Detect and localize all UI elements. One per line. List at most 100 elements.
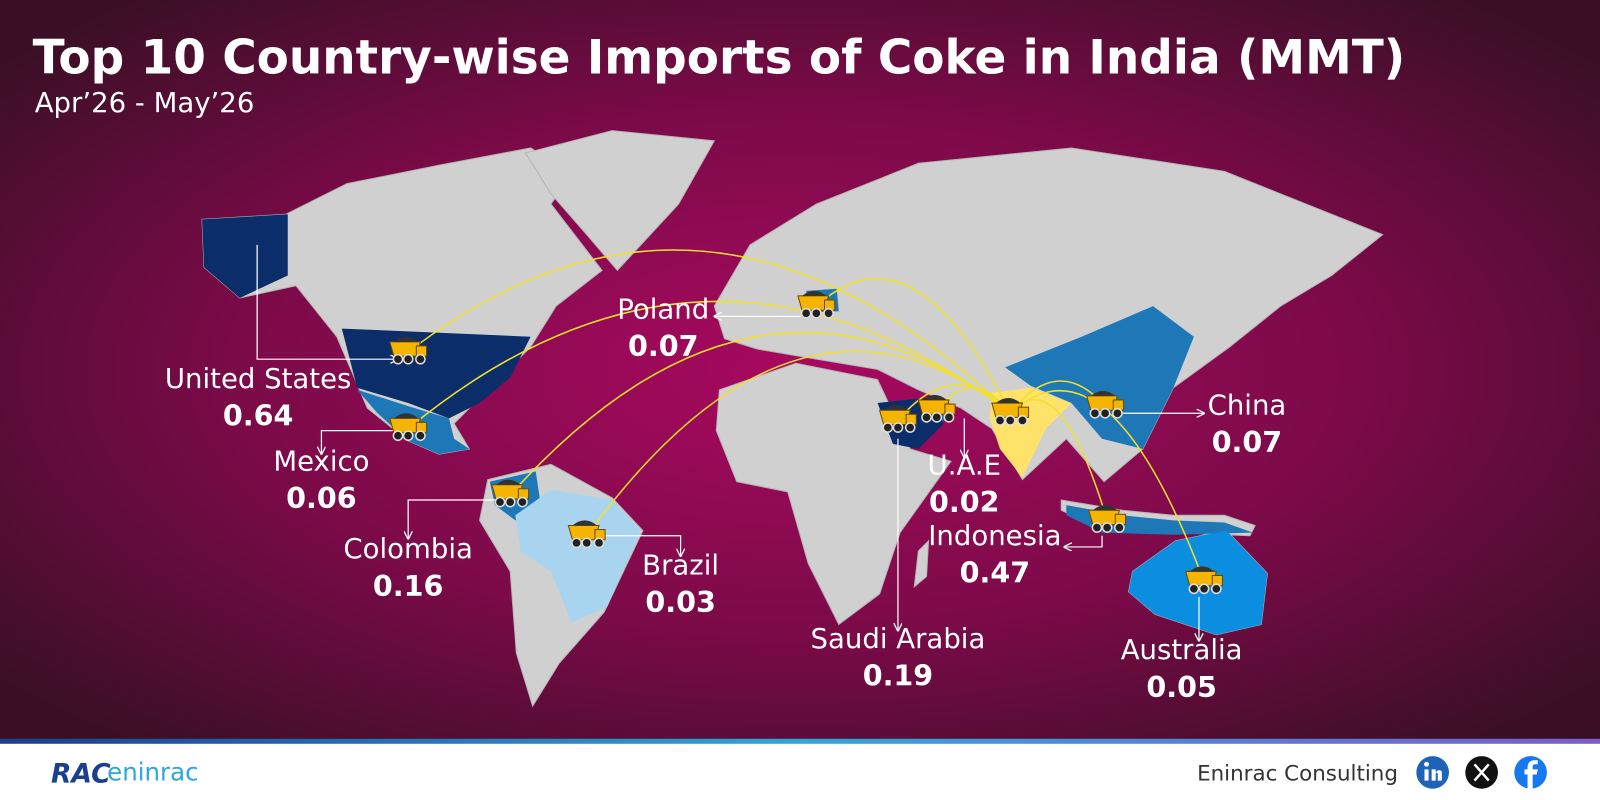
truck-load (393, 336, 419, 342)
country-value: 0.47 (960, 556, 1030, 590)
logo-name: eninrac (107, 758, 198, 787)
trade-arc (815, 278, 1011, 414)
truck-load (922, 394, 947, 400)
truck-wheel (517, 496, 528, 508)
trade-arc (407, 249, 1011, 414)
trade-arc (407, 300, 1011, 430)
linkedin-icon[interactable] (1416, 756, 1449, 789)
title: Top 10 Country-wise Imports of Coke in I… (33, 30, 1406, 85)
country-value: 0.06 (286, 481, 356, 515)
country-value: 0.16 (373, 569, 443, 603)
icon-part (1473, 763, 1490, 782)
truck-icon (1088, 505, 1127, 533)
truck-load (995, 397, 1021, 404)
icon-part (1424, 769, 1429, 781)
truck-wheel (494, 496, 506, 508)
alaska (202, 214, 288, 298)
country-name: Indonesia (928, 520, 1061, 552)
facebook-icon[interactable] (1514, 756, 1547, 789)
country-value: 0.64 (223, 399, 293, 433)
country-value: 0.03 (645, 585, 715, 619)
truck-icon (567, 520, 606, 549)
connector-line (321, 430, 393, 454)
logo-mark: RAC (51, 759, 111, 790)
truck-wheel (931, 411, 943, 423)
country-name: United States (165, 363, 352, 395)
truck-wheel (392, 430, 404, 442)
truck-wheel (402, 353, 414, 365)
country-value: 0.07 (628, 329, 698, 363)
trade-arc (897, 384, 1011, 421)
trucks (389, 290, 1223, 595)
trade-arc (586, 350, 1011, 537)
country-name: China (1208, 389, 1287, 421)
madagascar (913, 539, 930, 588)
truck-icon (1185, 566, 1223, 595)
footer-bar (0, 738, 1600, 744)
truck-wheel (1198, 583, 1210, 595)
country-labels: United States 0.64 Mexico 0.06 Colombia 0.16 B… (165, 293, 1286, 704)
truck-wheel (1114, 522, 1125, 533)
truck-load (1189, 566, 1215, 572)
truck-wheel (593, 537, 605, 549)
truck-load (883, 405, 909, 411)
country-name: Colombia (343, 533, 472, 565)
greenland (524, 130, 716, 272)
truck-wheel (810, 307, 822, 319)
connector-line (1064, 535, 1103, 547)
connector-line (408, 499, 500, 539)
icon-part (1524, 760, 1538, 789)
truck-wheel (415, 430, 426, 442)
country-value: 0.05 (1146, 670, 1216, 704)
truck-wheel (904, 422, 916, 433)
truck-load (393, 413, 419, 419)
footer (0, 743, 1600, 800)
x-icon[interactable] (1465, 756, 1498, 789)
truck-wheel (943, 411, 955, 423)
truck-wheel (921, 411, 932, 423)
truck-icon (878, 405, 917, 433)
country-value: 0.07 (1212, 425, 1282, 459)
truck-wheel (1089, 407, 1101, 419)
company-name: Eninrac Consulting (1197, 762, 1398, 787)
truck-wheel (581, 537, 593, 549)
truck-wheel (892, 422, 904, 433)
icon-part (1431, 769, 1442, 781)
icon-part (1424, 761, 1429, 767)
country-value: 0.02 (929, 485, 999, 519)
truck-load (572, 520, 597, 526)
usa (341, 328, 531, 419)
truck-icon (917, 394, 956, 423)
truck-wheel (1017, 415, 1028, 426)
truck-icon (991, 397, 1030, 426)
brazil (515, 489, 641, 623)
truck-wheel (1004, 415, 1016, 426)
truck-icon (1086, 390, 1124, 419)
country-name: Brazil (642, 549, 719, 581)
truck-wheel (800, 307, 812, 319)
truck-wheel (1188, 583, 1200, 595)
truck-wheel (571, 537, 582, 549)
truck-load (1090, 390, 1116, 396)
truck-icon (389, 336, 428, 365)
truck-wheel (1111, 407, 1123, 419)
truck-wheel (415, 353, 426, 365)
connectors (256, 244, 1204, 641)
truck-icon (491, 479, 530, 508)
truck-load (495, 479, 521, 485)
connector-line (256, 244, 398, 359)
country-name: U.A.E (928, 449, 1001, 481)
truck-load (1092, 505, 1118, 511)
subtitle: Apr’26 - May’26 (35, 87, 255, 119)
connector-line (602, 535, 681, 556)
truck-icon (389, 413, 428, 442)
country-name: Mexico (273, 445, 369, 477)
indonesia (1066, 505, 1254, 535)
truck-bed (491, 484, 524, 500)
truck-wheel (1101, 522, 1113, 533)
truck-wheel (1210, 583, 1222, 595)
truck-wheel (1091, 522, 1103, 533)
trade-arc (509, 331, 1011, 496)
